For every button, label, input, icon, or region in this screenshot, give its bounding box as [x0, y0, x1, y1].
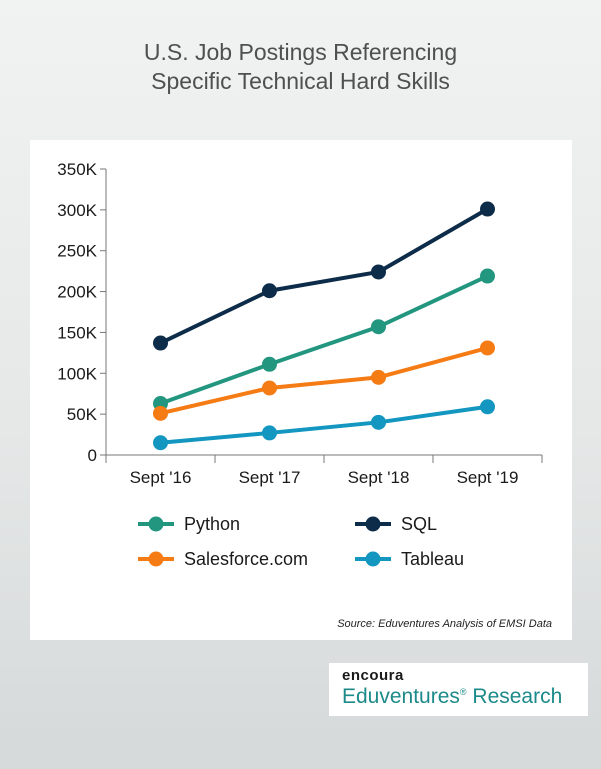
- brand-eduventures-name: Eduventures: [342, 685, 460, 708]
- series-line-tableau: [160, 404, 488, 445]
- data-point-tableau: [262, 425, 277, 441]
- data-point-salesforce-com: [371, 369, 386, 385]
- data-point-sql: [371, 264, 386, 280]
- legend-label: Python: [184, 514, 240, 534]
- data-point-tableau: [371, 414, 386, 430]
- data-point-tableau: [153, 435, 168, 451]
- legend-item-sql: SQL: [355, 514, 437, 534]
- data-point-salesforce-com: [480, 340, 495, 356]
- y-tick-label: 350K: [57, 160, 97, 179]
- data-point-salesforce-com: [262, 380, 277, 396]
- title-line-2: Specific Technical Hard Skills: [151, 68, 450, 94]
- brand-eduventures: Eduventures® Research: [342, 685, 562, 709]
- data-point-tableau: [480, 399, 495, 415]
- legend-label: Tableau: [401, 549, 464, 569]
- data-point-sql: [153, 335, 168, 351]
- y-tick-label: 200K: [57, 283, 97, 302]
- x-tick-label: Sept '16: [130, 468, 192, 487]
- data-point-python: [262, 356, 277, 372]
- data-point-python: [371, 319, 386, 335]
- legend-item-tableau: Tableau: [355, 549, 464, 569]
- legend-item-python: Python: [138, 514, 240, 534]
- chart-title: U.S. Job Postings Referencing Specific T…: [0, 38, 601, 96]
- chart-card: 0 50K 100K 150K 200K 250K 300K 350K Sept '16 Sept…: [30, 140, 572, 640]
- legend-label: SQL: [401, 514, 437, 534]
- legend-item-salesforce-com: Salesforce.com: [138, 549, 308, 569]
- series-line-python: [159, 274, 489, 406]
- title-line-1: U.S. Job Postings Referencing: [143, 39, 458, 65]
- brand-logo: encoura Eduventures® Research: [329, 663, 588, 716]
- y-tick-label: 250K: [57, 242, 97, 261]
- x-tick-label: Sept '17: [239, 468, 301, 487]
- series-line-salesforce-com: [160, 346, 489, 416]
- y-tick-label: 100K: [57, 364, 97, 383]
- legend-swatch-marker: [365, 516, 381, 532]
- x-tick-label: Sept '18: [348, 468, 410, 487]
- x-tick-label: Sept '19: [457, 468, 519, 487]
- axes: 0 50K 100K 150K 200K 250K 300K 350K Sept '16 Sept…: [57, 160, 543, 487]
- y-tick-label: 0: [88, 446, 97, 465]
- data-point-python: [480, 268, 495, 284]
- legend: Python SQL Salesforce.com Tableau: [138, 514, 464, 569]
- legend-swatch-marker: [148, 551, 164, 567]
- legend-swatch-marker: [365, 551, 381, 567]
- series-line-sql: [159, 207, 489, 345]
- y-tick-label: 50K: [67, 405, 98, 424]
- legend-label: Salesforce.com: [184, 549, 308, 569]
- y-tick-label: 300K: [57, 201, 97, 220]
- line-chart: 0 50K 100K 150K 200K 250K 300K 350K Sept '16 Sept…: [57, 160, 543, 569]
- data-point-sql: [480, 201, 495, 217]
- series-group: [153, 201, 495, 451]
- legend-swatch-marker: [148, 516, 164, 532]
- brand-registered-mark: ®: [459, 687, 467, 697]
- source-note: Source: Eduventures Analysis of EMSI Dat…: [337, 618, 552, 630]
- data-point-sql: [262, 283, 277, 299]
- y-tick-label: 150K: [57, 323, 97, 342]
- data-point-salesforce-com: [153, 405, 168, 421]
- brand-research: Research: [466, 685, 563, 708]
- brand-encoura: encoura: [342, 667, 404, 684]
